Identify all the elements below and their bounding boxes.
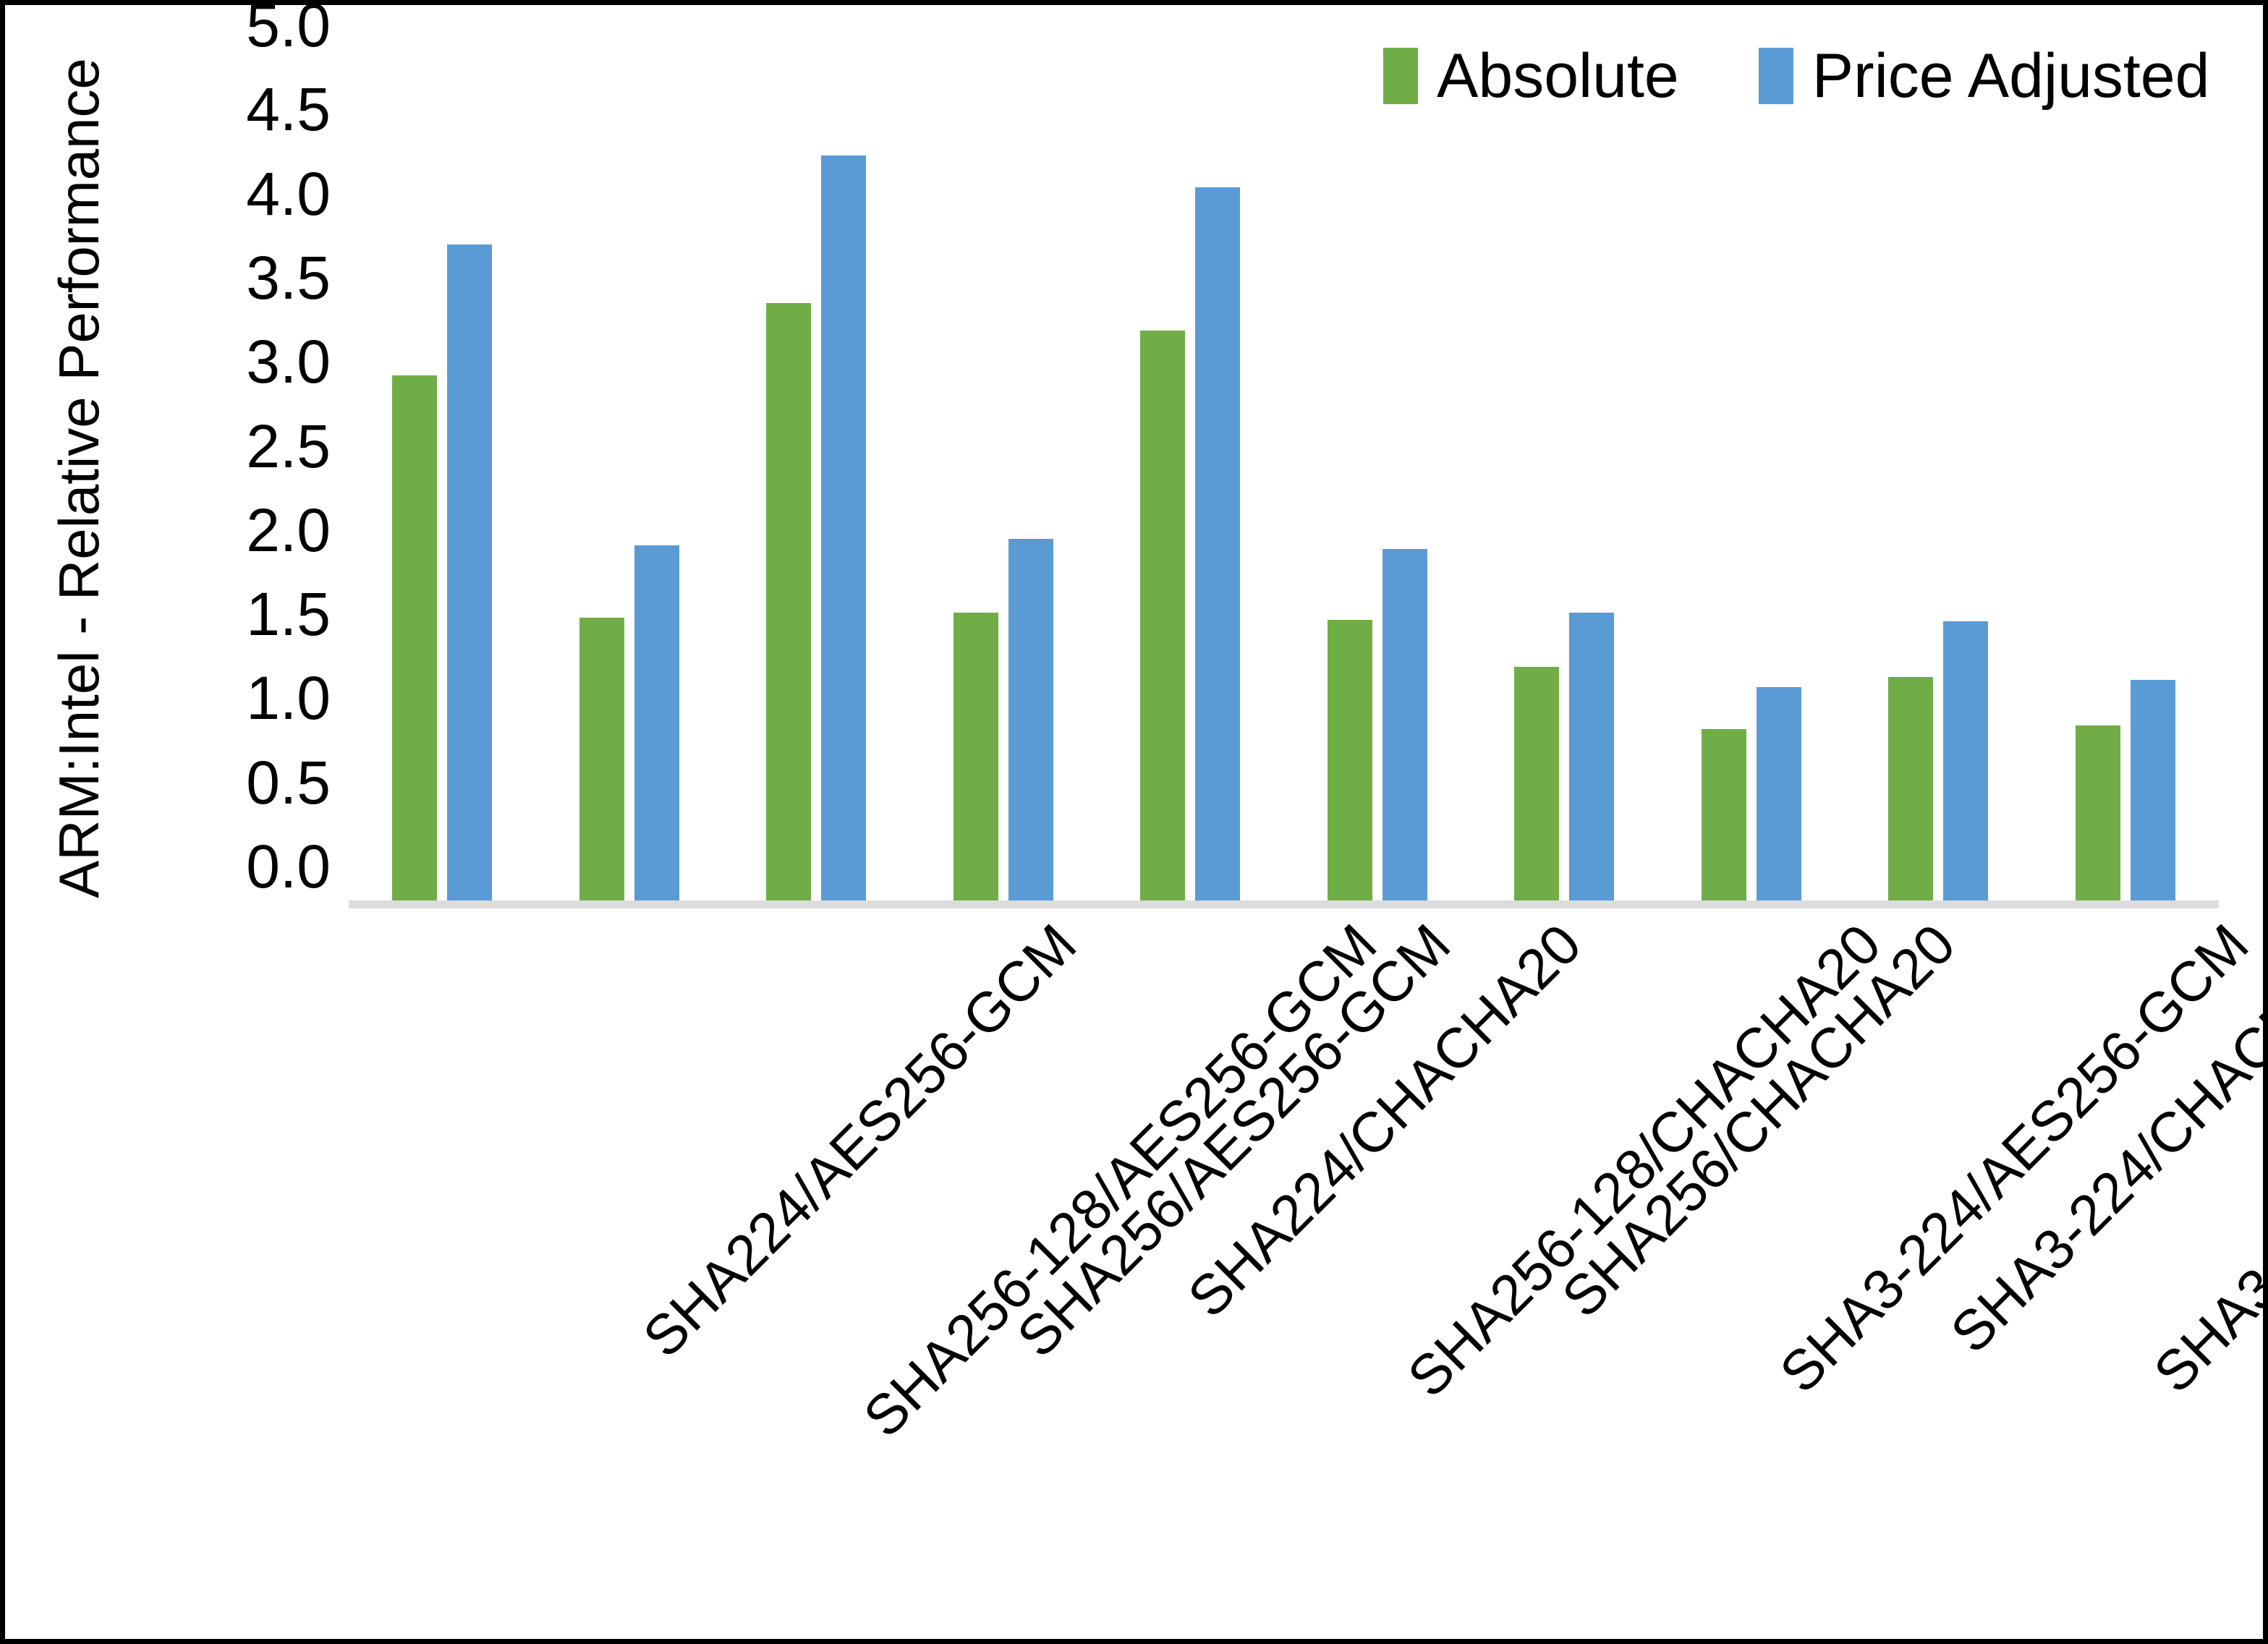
chart-legend: Absolute Price Adjusted [1383, 45, 2209, 107]
x-axis-line [349, 900, 2219, 908]
bar-0[interactable] [1701, 728, 1746, 900]
y-axis-tick-label: 0.0 [246, 832, 331, 900]
legend-swatch-icon [1758, 48, 1793, 104]
bar-0[interactable] [579, 618, 624, 900]
bar-group [1471, 59, 1658, 900]
plot-area [349, 59, 2220, 908]
bar-group [1097, 59, 1284, 900]
bar-1[interactable] [447, 244, 493, 900]
y-axis-title: ARM:Intel - Relative Performance [47, 58, 111, 898]
bar-1[interactable] [2130, 680, 2175, 900]
bar-1[interactable] [1382, 548, 1427, 900]
bar-group [910, 59, 1097, 900]
bar-1[interactable] [821, 155, 867, 900]
bar-group [1845, 59, 2032, 900]
y-axis-tick-labels: 5.0 4.5 4.0 3.5 3.0 2.5 2.0 1.5 1.0 0.5 0.0 [150, 0, 331, 904]
bar-1[interactable] [1195, 187, 1241, 900]
bar-group [2032, 59, 2220, 900]
bar-1[interactable] [1569, 613, 1615, 900]
bar-1[interactable] [634, 545, 679, 900]
bar-0[interactable] [1514, 666, 1560, 900]
bar-0[interactable] [953, 613, 998, 900]
y-axis-tick-label: 1.5 [246, 580, 331, 649]
legend-label: Price Adjusted [1812, 41, 2210, 111]
legend-swatch-icon [1383, 48, 1418, 104]
bar-group [1284, 59, 1471, 900]
y-axis-tick-label: 5.0 [246, 0, 331, 59]
bar-0[interactable] [1140, 330, 1186, 900]
y-axis-tick-label: 3.5 [246, 243, 331, 312]
y-axis-tick-label: 0.5 [246, 748, 331, 817]
bar-group [1658, 59, 1846, 900]
y-axis-tick-label: 3.0 [246, 328, 331, 396]
legend-label: Absolute [1437, 41, 1679, 111]
y-axis-tick-label: 1.0 [246, 664, 331, 733]
bar-1[interactable] [1008, 538, 1053, 900]
y-axis-tick-label: 4.5 [246, 75, 331, 144]
bar-group [536, 59, 723, 900]
x-axis-category-labels: SHA224/AES256-GCM SHA256-128/AES256-GCM SH… [349, 912, 2268, 1607]
y-axis-tick-label: 4.0 [246, 159, 331, 228]
bar-group [349, 59, 536, 900]
bar-0[interactable] [2075, 725, 2120, 900]
legend-entry-1[interactable]: Price Adjusted [1758, 41, 2210, 111]
bar-0[interactable] [766, 303, 812, 900]
y-axis-tick-label: 2.0 [246, 495, 331, 564]
bar-0[interactable] [1888, 676, 1934, 900]
bar-1[interactable] [1943, 621, 1989, 900]
bar-1[interactable] [1756, 686, 1801, 900]
bar-0[interactable] [1327, 619, 1372, 900]
bar-0[interactable] [392, 375, 438, 900]
bar-group [723, 59, 910, 900]
legend-entry-0[interactable]: Absolute [1383, 45, 1679, 107]
y-axis-tick-label: 2.5 [246, 412, 331, 480]
